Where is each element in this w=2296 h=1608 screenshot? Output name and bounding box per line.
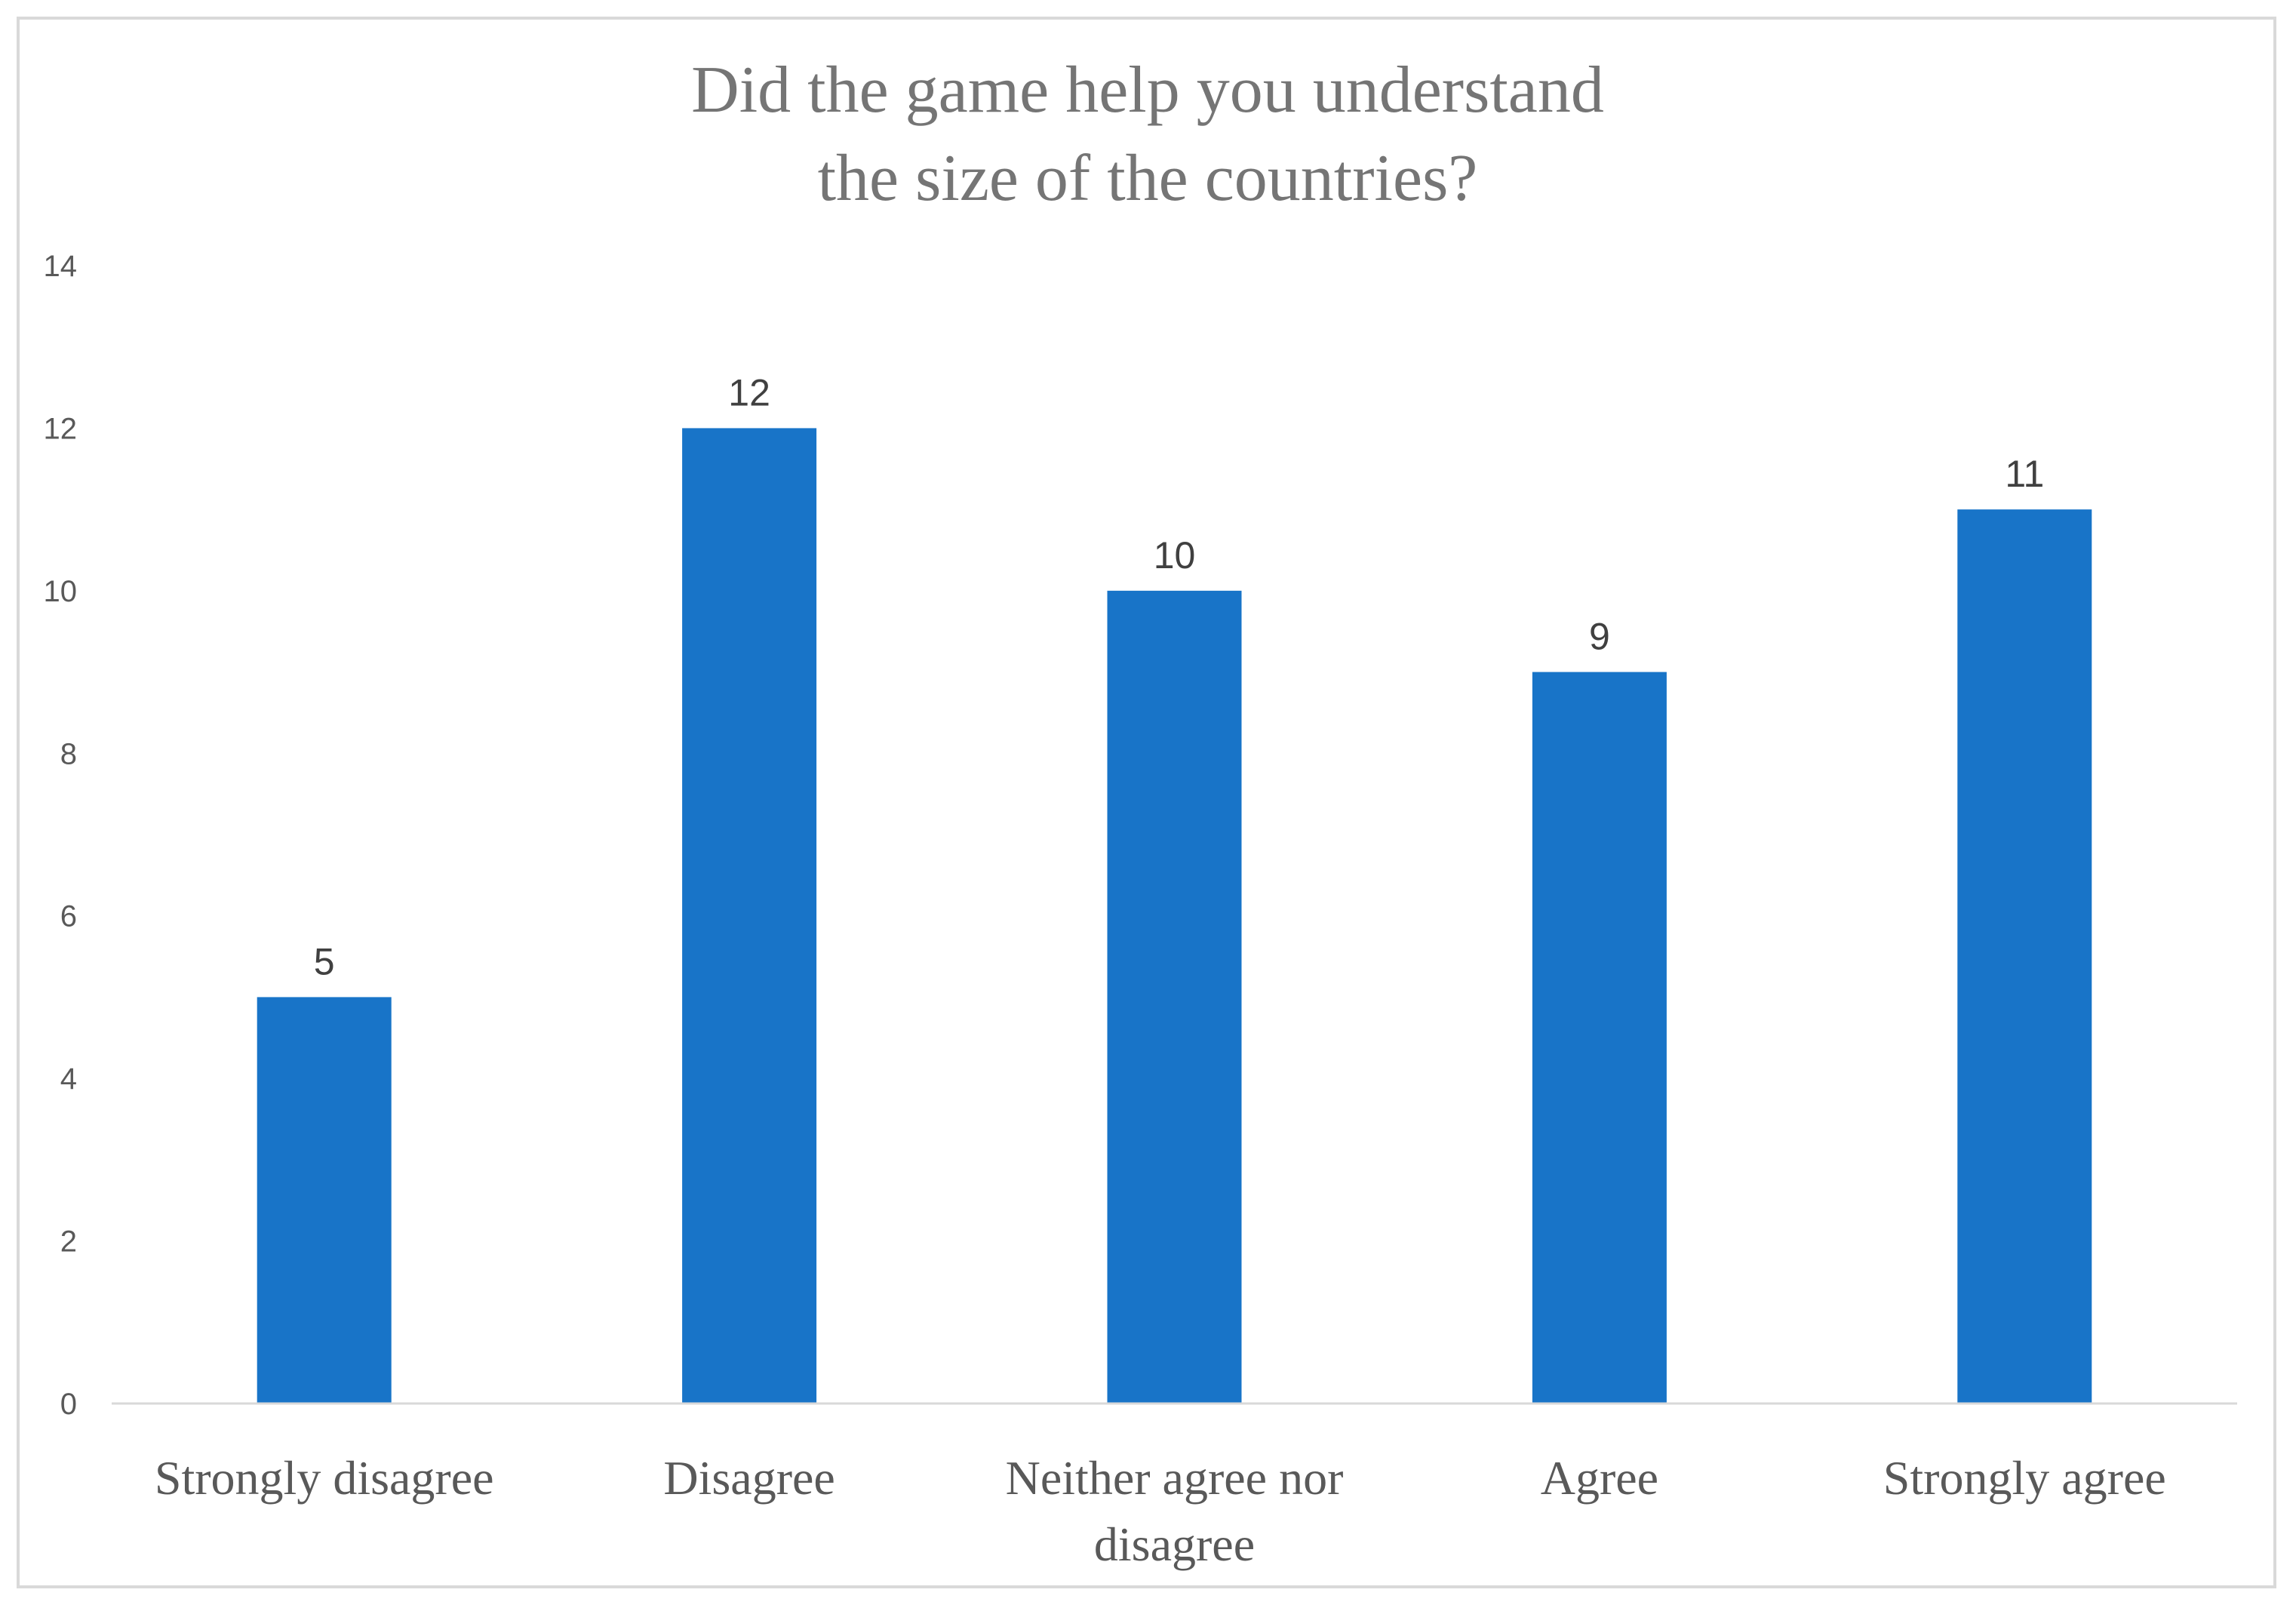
y-tick-label: 6 xyxy=(60,900,77,933)
chart-title: Did the game help you understand the siz… xyxy=(691,54,1604,215)
bar xyxy=(257,997,392,1404)
data-label: 11 xyxy=(2005,453,2044,495)
x-tick-label: Neither agree nor xyxy=(1006,1451,1344,1505)
y-tick-label: 8 xyxy=(60,737,77,770)
y-tick-label: 2 xyxy=(60,1225,77,1259)
x-axis: Strongly disagree Disagree Neither agree n… xyxy=(155,1451,2166,1571)
bar xyxy=(1107,590,1242,1404)
y-axis: 0 2 4 6 8 10 12 14 xyxy=(44,250,78,1421)
chart-title-line-1: Did the game help you understand xyxy=(691,54,1604,127)
data-label: 9 xyxy=(1589,616,1610,658)
x-tick-label: Agree xyxy=(1541,1451,1658,1505)
x-tick-label: disagree xyxy=(1094,1517,1255,1571)
bars xyxy=(257,428,2092,1404)
chart-title-line-2: the size of the countries? xyxy=(818,142,1478,215)
x-tick-label: Strongly agree xyxy=(1883,1451,2166,1505)
y-tick-label: 0 xyxy=(60,1388,77,1421)
y-tick-label: 14 xyxy=(44,250,78,283)
x-tick-label: Strongly disagree xyxy=(155,1451,494,1505)
x-tick-label: Disagree xyxy=(663,1451,834,1505)
data-label: 10 xyxy=(1154,534,1196,576)
data-labels: 5 12 10 9 11 xyxy=(314,371,2044,982)
bar xyxy=(682,428,817,1404)
y-tick-label: 12 xyxy=(44,412,78,445)
bar xyxy=(1532,672,1667,1404)
y-tick-label: 4 xyxy=(60,1062,77,1096)
data-label: 12 xyxy=(728,371,770,414)
bar xyxy=(1957,509,2092,1404)
y-tick-label: 10 xyxy=(44,575,78,608)
data-label: 5 xyxy=(314,940,335,982)
